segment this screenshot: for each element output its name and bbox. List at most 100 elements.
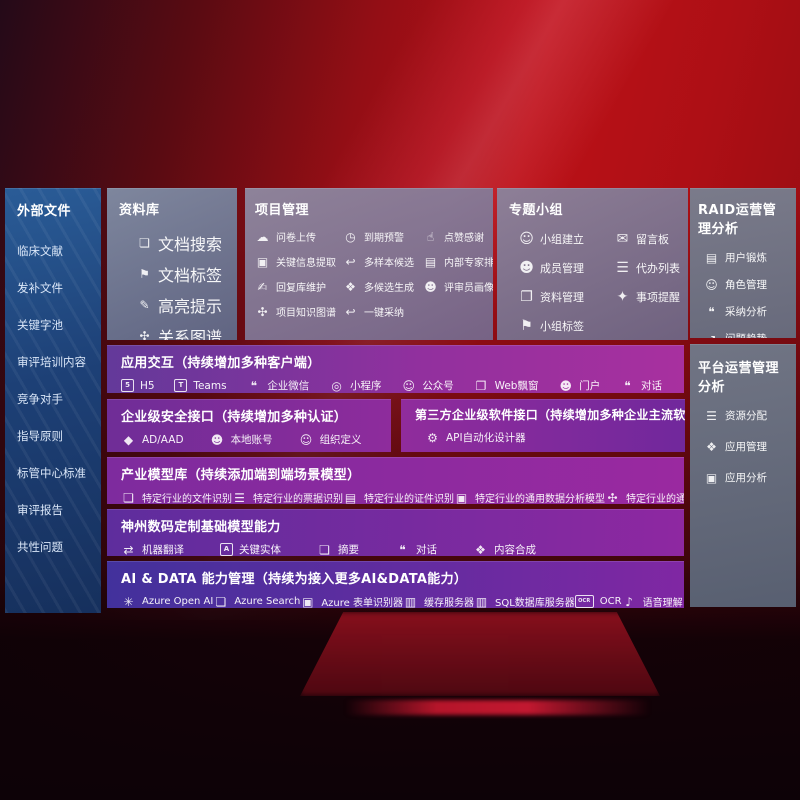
aidata-item-sql-db-server[interactable]: SQL数据库服务器: [474, 594, 575, 608]
industry-item-data-analysis-model[interactable]: 特定行业的通用数据分析模型: [454, 490, 605, 504]
aidata-item-cache-server[interactable]: 缓存服务器: [403, 594, 474, 608]
library-item-doc-search[interactable]: 文档搜索: [137, 231, 225, 255]
platform-item-app-manage[interactable]: 应用管理: [704, 439, 788, 454]
interaction-item-teams[interactable]: Teams: [174, 379, 227, 392]
aidata-item-azure-search[interactable]: Azure Search: [213, 596, 300, 608]
sidebar-item-common-issues[interactable]: 共性问题: [17, 540, 63, 554]
interaction-item-h5[interactable]: H5: [121, 379, 155, 392]
project-item-reviewer-profile[interactable]: 评审员画像: [423, 279, 493, 294]
item-label: Azure 表单识别器: [321, 598, 403, 608]
groups-item-material-manage[interactable]: 资料管理: [519, 289, 615, 305]
library-item-relation-graph[interactable]: 关系图谱: [137, 324, 225, 340]
raid-item-user-training[interactable]: 用户锻炼: [704, 250, 788, 265]
groups-item-member-manage[interactable]: 成员管理: [519, 260, 615, 276]
sql-db-server-icon: [474, 596, 489, 608]
project-item-one-click-adopt[interactable]: 一键采纳: [343, 304, 423, 319]
sidebar-item-supplement-files[interactable]: 发补文件: [17, 281, 63, 295]
interaction-item-portal[interactable]: 门户: [558, 378, 600, 393]
aidata-item-azure-open-ai[interactable]: Azure Open AI: [121, 596, 213, 608]
platform-item-app-analysis[interactable]: 应用分析: [704, 470, 788, 485]
portal-icon: [558, 380, 573, 392]
invoice-recognition-icon: [232, 492, 247, 504]
panel-title: 外部文件: [17, 204, 72, 219]
aidata-item-ocr[interactable]: OCR: [574, 595, 622, 608]
raid-item-issue-trend[interactable]: 问题趋势: [704, 331, 788, 338]
resource-allocation-icon: [704, 410, 719, 422]
expert-rank-icon: [423, 256, 438, 268]
project-grid: 问卷上传 到期预警 点赞感谢 关键信息提取 多样本候选 内部专家排名 回复库维护…: [255, 229, 493, 319]
speech-understanding-icon: [622, 596, 637, 608]
sidebar-item-center-standards[interactable]: 标管中心标准: [17, 466, 86, 480]
item-label: 代办列表: [636, 262, 680, 275]
project-item-thumbs-up-thanks[interactable]: 点赞感谢: [423, 229, 493, 244]
base-item-machine-translation[interactable]: 机器翻译: [121, 542, 184, 556]
project-item-reply-maintain[interactable]: 回复库维护: [255, 279, 343, 294]
groups-item-group-tag[interactable]: 小组标签: [519, 318, 615, 334]
project-item-key-info-extract[interactable]: 关键信息提取: [255, 254, 343, 269]
aidata-item-azure-form-recognizer[interactable]: Azure 表单识别器: [300, 594, 403, 608]
groups-item-event-remind[interactable]: 事项提醒: [615, 289, 680, 305]
item-label: 角色管理: [725, 279, 767, 291]
industry-item-invoice-recognition[interactable]: 特定行业的票据识别: [232, 490, 343, 504]
interaction-item-mini-program[interactable]: 小程序: [329, 378, 382, 393]
aidata-item-tts[interactable]: TTS: [683, 596, 684, 608]
security-item-org-define[interactable]: 组织定义: [299, 432, 362, 447]
item-label: H5: [140, 379, 155, 392]
panel-title: 资料库: [119, 203, 160, 218]
panel-title: 专题小组: [509, 203, 564, 218]
industry-item-knowledge-graph-model[interactable]: 特定行业的通用知识图谱模型: [605, 490, 684, 504]
item-label: 点赞感谢: [444, 233, 484, 244]
aidata-item-speech-understanding[interactable]: 语音理解: [622, 594, 683, 608]
cache-server-icon: [403, 596, 418, 608]
band-row: API自动化设计器: [415, 430, 671, 445]
groups-item-todo-list[interactable]: 代办列表: [615, 260, 680, 276]
interaction-item-wechat-work[interactable]: 企业微信: [246, 378, 309, 393]
base-item-summary[interactable]: 摘要: [317, 542, 359, 556]
sidebar-item-guidelines[interactable]: 指导原则: [17, 429, 63, 443]
groups-item-group-create[interactable]: 小组建立: [519, 231, 615, 247]
item-label: 本地账号: [230, 434, 273, 446]
security-item-local-account[interactable]: 本地账号: [210, 432, 273, 447]
third-party-item-api-designer[interactable]: API自动化设计器: [425, 430, 526, 445]
project-item-knowledge-graph[interactable]: 项目知识图谱: [255, 304, 343, 319]
project-item-multi-generate[interactable]: 多候选生成: [343, 279, 423, 294]
sidebar-item-review-training[interactable]: 审评培训内容: [17, 355, 86, 369]
platform-item-resource-allocation[interactable]: 资源分配: [704, 408, 788, 423]
groups-item-message-board[interactable]: 留言板: [615, 231, 680, 247]
interaction-item-official-account[interactable]: 公众号: [401, 378, 454, 393]
item-label: 评审员画像: [444, 283, 493, 294]
industry-item-id-recognition[interactable]: 特定行业的证件识别: [343, 490, 454, 504]
project-item-multi-sample[interactable]: 多样本候选: [343, 254, 423, 269]
library-item-highlight[interactable]: 高亮提示: [137, 293, 225, 317]
interaction-item-dialog[interactable]: 对话: [620, 378, 662, 393]
base-item-dialog[interactable]: 对话: [395, 542, 437, 556]
project-item-questionnaire-upload[interactable]: 问卷上传: [255, 229, 343, 244]
base-item-content-compose[interactable]: 内容合成: [473, 542, 536, 556]
interaction-item-web-popup[interactable]: Web飘窗: [474, 378, 539, 393]
base-item-key-entity[interactable]: 关键实体: [220, 542, 281, 556]
id-recognition-icon: [343, 492, 358, 504]
doc-tag-icon: [137, 268, 152, 280]
raid-item-adoption-analysis[interactable]: 采纳分析: [704, 304, 788, 319]
project-item-expert-ranking[interactable]: 内部专家排名: [423, 254, 493, 269]
sidebar-item-competitors[interactable]: 竞争对手: [17, 392, 63, 406]
user-card-icon: [704, 252, 719, 264]
raid-item-role-manage[interactable]: 角色管理: [704, 277, 788, 292]
band-title: 企业级安全接口（持续增加多种认证）: [121, 410, 348, 425]
item-label: 项目知识图谱: [276, 308, 336, 319]
app-analysis-icon: [704, 472, 719, 484]
project-item-due-warning[interactable]: 到期预警: [343, 229, 423, 244]
library-item-doc-tag[interactable]: 文档标签: [137, 262, 225, 286]
band-custom-base-models: 神州数码定制基础模型能力 机器翻译 关键实体 摘要 对话 内容合成: [107, 509, 684, 556]
band-app-interaction: 应用交互（持续增加多种客户端） H5 Teams 企业微信 小程序 公众号 We…: [107, 345, 684, 393]
security-item-ad-aad[interactable]: AD/AAD: [121, 434, 184, 446]
summary-icon: [317, 544, 332, 556]
sidebar-item-clinical-literature[interactable]: 临床文献: [17, 244, 63, 258]
band-row: 机器翻译 关键实体 摘要 对话 内容合成: [121, 542, 670, 556]
sidebar-item-keyword-pool[interactable]: 关键字池: [17, 318, 63, 332]
sidebar-item-review-reports[interactable]: 审评报告: [17, 503, 63, 517]
item-label: AD/AAD: [142, 433, 184, 446]
key-entity-icon: [220, 543, 233, 556]
item-label: 特定行业的通用数据分析模型: [475, 494, 605, 504]
industry-item-file-recognition[interactable]: 特定行业的文件识别: [121, 490, 232, 504]
